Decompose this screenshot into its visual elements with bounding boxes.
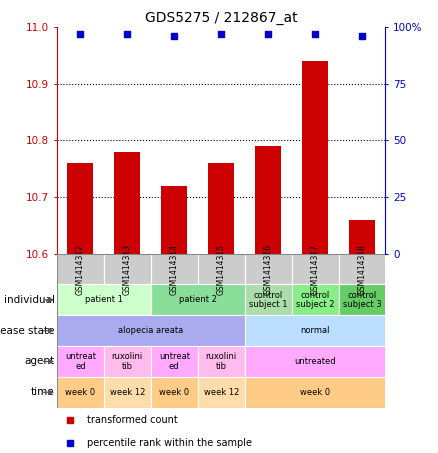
Point: [77, 30, 84, 38]
Text: time: time: [31, 387, 55, 397]
Text: GSM1414313: GSM1414313: [123, 244, 132, 294]
Text: patient 2: patient 2: [179, 295, 217, 304]
Bar: [198, 346, 245, 377]
Point: [311, 30, 318, 38]
Bar: [349, 220, 375, 254]
Bar: [57, 254, 104, 284]
Point: [67, 439, 74, 447]
Bar: [151, 254, 198, 284]
Bar: [245, 254, 292, 284]
Text: alopecia areata: alopecia areata: [118, 326, 184, 335]
Bar: [104, 346, 151, 377]
Text: normal: normal: [300, 326, 330, 335]
Text: GSM1414316: GSM1414316: [264, 244, 272, 294]
Text: transformed count: transformed count: [86, 415, 177, 425]
Bar: [198, 377, 245, 408]
Bar: [255, 146, 281, 254]
Point: [124, 30, 131, 38]
Text: week 0: week 0: [300, 388, 330, 397]
Text: control
subject 1: control subject 1: [249, 290, 287, 309]
Text: control
subject 2: control subject 2: [296, 290, 334, 309]
Bar: [302, 61, 328, 254]
Text: GSM1414314: GSM1414314: [170, 244, 179, 294]
Text: untreat
ed: untreat ed: [159, 352, 190, 371]
Bar: [57, 284, 151, 315]
Point: [171, 33, 178, 40]
Bar: [104, 377, 151, 408]
Text: ruxolini
tib: ruxolini tib: [205, 352, 237, 371]
Text: untreat
ed: untreat ed: [65, 352, 96, 371]
Bar: [245, 315, 385, 346]
Bar: [245, 346, 385, 377]
Text: control
subject 3: control subject 3: [343, 290, 381, 309]
Text: agent: agent: [25, 357, 55, 366]
Point: [358, 33, 365, 40]
Bar: [57, 315, 245, 346]
Text: GSM1414317: GSM1414317: [311, 244, 320, 294]
Text: individual: individual: [4, 295, 55, 305]
Bar: [208, 163, 234, 254]
Bar: [151, 284, 245, 315]
Text: disease state: disease state: [0, 326, 55, 336]
Text: week 0: week 0: [65, 388, 95, 397]
Bar: [245, 377, 385, 408]
Point: [265, 30, 272, 38]
Text: GSM1414312: GSM1414312: [76, 244, 85, 294]
Text: week 0: week 0: [159, 388, 189, 397]
Bar: [161, 186, 187, 254]
Point: [218, 30, 225, 38]
Text: ruxolini
tib: ruxolini tib: [112, 352, 143, 371]
Bar: [245, 284, 292, 315]
Bar: [114, 152, 140, 254]
Bar: [292, 254, 339, 284]
Text: GSM1414318: GSM1414318: [357, 244, 367, 294]
Bar: [292, 284, 339, 315]
Bar: [339, 284, 385, 315]
Text: week 12: week 12: [110, 388, 145, 397]
Point: [67, 417, 74, 424]
Bar: [67, 163, 93, 254]
Text: GSM1414315: GSM1414315: [217, 244, 226, 294]
Text: patient 1: patient 1: [85, 295, 123, 304]
Text: week 12: week 12: [204, 388, 239, 397]
Text: untreated: untreated: [294, 357, 336, 366]
Title: GDS5275 / 212867_at: GDS5275 / 212867_at: [145, 11, 297, 25]
Text: percentile rank within the sample: percentile rank within the sample: [86, 438, 251, 448]
Bar: [151, 346, 198, 377]
Bar: [339, 254, 385, 284]
Bar: [198, 254, 245, 284]
Bar: [57, 377, 104, 408]
Bar: [151, 377, 198, 408]
Bar: [104, 254, 151, 284]
Bar: [57, 346, 104, 377]
